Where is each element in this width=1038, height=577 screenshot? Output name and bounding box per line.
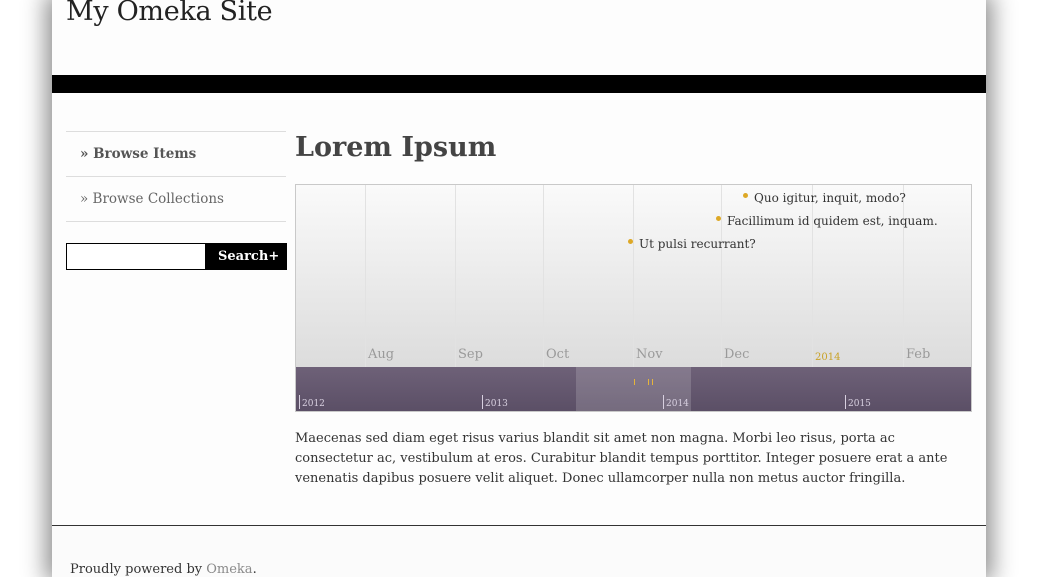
event-label: Quo igitur, inquit, modo? xyxy=(754,191,906,205)
year-label: 2014 xyxy=(663,395,689,409)
powered-by-text: Proudly powered by Omeka. xyxy=(70,562,257,577)
page-title: Lorem Ipsum xyxy=(295,132,497,163)
event-dot-icon xyxy=(628,239,633,244)
month-divider xyxy=(721,185,722,367)
event-tick xyxy=(648,379,649,385)
month-divider xyxy=(903,185,904,367)
month-divider xyxy=(633,185,634,367)
event-dot-icon xyxy=(716,216,721,221)
year-label: 2012 xyxy=(299,395,325,409)
month-divider xyxy=(543,185,544,367)
site-title-link[interactable]: My Omeka Site xyxy=(66,0,273,27)
month-divider xyxy=(812,185,813,367)
month-label: Dec xyxy=(724,347,750,362)
sidebar-nav: » Browse Items » Browse Collections xyxy=(66,131,286,222)
event-dot-icon xyxy=(743,193,748,198)
year-label: 2015 xyxy=(845,395,871,409)
month-divider xyxy=(455,185,456,367)
footer: Proudly powered by Omeka. xyxy=(52,525,986,577)
month-label: Feb xyxy=(906,347,931,362)
month-label: Aug xyxy=(368,347,395,362)
timeline-event[interactable]: Quo igitur, inquit, modo? xyxy=(743,191,906,205)
timeline-event[interactable]: Facillimum id quidem est, inquam. xyxy=(716,214,938,228)
plus-icon: + xyxy=(268,249,280,264)
event-label: Facillimum id quidem est, inquam. xyxy=(727,214,938,228)
timeline-overview-band[interactable]: 2012 2013 2014 2015 xyxy=(296,367,971,411)
powered-by-prefix: Proudly powered by xyxy=(70,562,207,577)
search-button[interactable]: Search + xyxy=(206,243,288,270)
year-label: 2013 xyxy=(482,395,508,409)
timeline-detail-band[interactable]: Aug Sep Oct Nov Dec 2014 Feb Quo igitur,… xyxy=(296,185,971,367)
search-button-label: Search xyxy=(218,249,269,264)
overview-highlight[interactable] xyxy=(576,367,691,411)
event-tick xyxy=(634,379,635,385)
month-divider xyxy=(365,185,366,367)
nav-item-browse-items[interactable]: » Browse Items xyxy=(66,132,286,177)
month-label: Sep xyxy=(458,347,483,362)
body-text: Maecenas sed diam eget risus varius blan… xyxy=(295,431,948,486)
header-bar xyxy=(52,75,986,93)
timeline-event[interactable]: Ut pulsi recurrant? xyxy=(628,237,756,251)
year-label-highlight: 2014 xyxy=(815,352,841,363)
search-form: Search + xyxy=(66,243,288,270)
month-label: Nov xyxy=(636,347,663,362)
powered-by-suffix: . xyxy=(252,562,257,577)
omeka-link[interactable]: Omeka xyxy=(206,562,253,577)
page-container: My Omeka Site » Browse Items » Browse Co… xyxy=(52,0,986,577)
month-label: Oct xyxy=(546,347,570,362)
nav-item-browse-collections[interactable]: » Browse Collections xyxy=(66,177,286,222)
timeline-widget[interactable]: Aug Sep Oct Nov Dec 2014 Feb Quo igitur,… xyxy=(295,184,972,412)
event-tick xyxy=(652,379,653,385)
search-input[interactable] xyxy=(66,243,206,270)
event-label: Ut pulsi recurrant? xyxy=(639,237,756,251)
